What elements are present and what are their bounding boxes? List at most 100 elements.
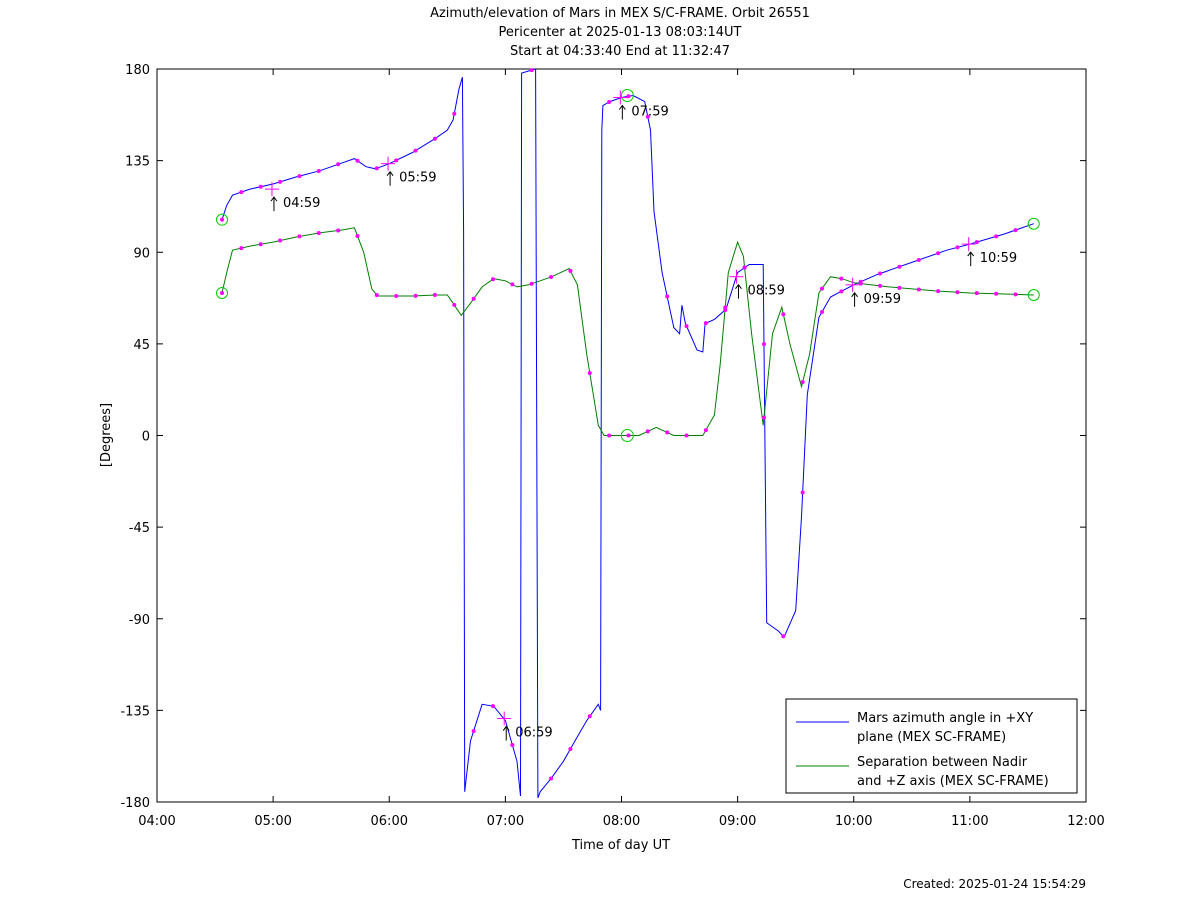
y-tick-label: -135 (120, 704, 150, 719)
time-mark-label: 10:59 (980, 251, 1017, 266)
time-mark-arrowhead (386, 170, 394, 176)
sample-point (955, 245, 960, 250)
series-group (221, 68, 1034, 799)
x-tick-label: 08:00 (603, 814, 640, 829)
sample-point (336, 162, 341, 167)
markers-group: 04:59 05:59 06:59 07:59 08:59 09:59 10:59 (216, 68, 1040, 781)
endpoint-circle (216, 286, 229, 299)
sample-point (955, 290, 960, 295)
sample-point (394, 294, 399, 299)
y-tick-label: 90 (133, 246, 150, 261)
sample-point (897, 264, 902, 269)
sample-point (645, 429, 650, 434)
sample-point (297, 234, 302, 239)
sample-point (781, 312, 786, 317)
sample-point (587, 714, 592, 719)
legend-label-separation-1: Separation between Nadir (857, 755, 1028, 770)
sample-point (278, 179, 283, 184)
sample-point (994, 234, 999, 239)
sample-point (587, 371, 592, 376)
sample-point (839, 276, 844, 281)
legend-label-azimuth-2: plane (MEX SC-FRAME) (857, 730, 1006, 745)
sample-point (761, 342, 766, 347)
sample-point (1013, 292, 1018, 297)
sample-point (471, 296, 476, 301)
sample-point (800, 379, 805, 384)
y-tick-label: 135 (125, 155, 150, 170)
sample-point (432, 136, 437, 141)
y-tick-label: -90 (129, 613, 150, 628)
sample-point (974, 291, 979, 296)
chart-subtitle-start-end: Start at 04:33:40 End at 11:32:47 (509, 44, 731, 59)
sample-point (994, 291, 999, 296)
sample-point (684, 324, 689, 329)
x-tick-label: 10:00 (835, 814, 872, 829)
y-tick-label: 180 (125, 63, 150, 78)
sample-point (452, 111, 457, 116)
legend-label-separation-2: and +Z axis (MEX SC-FRAME) (857, 774, 1049, 789)
sample-point (355, 233, 360, 238)
sample-point (394, 158, 399, 163)
sample-point (703, 321, 708, 326)
sample-point (839, 289, 844, 294)
sample-point (355, 158, 360, 163)
sample-point (258, 242, 263, 247)
sample-point (607, 433, 612, 438)
x-tick-label: 05:00 (254, 814, 291, 829)
sample-point (800, 490, 805, 495)
sample-point (936, 289, 941, 294)
time-mark-arrowhead (851, 291, 858, 298)
sample-point (471, 729, 476, 734)
sample-point (549, 776, 554, 781)
legend: Mars azimuth angle in +XY plane (MEX SC-… (785, 698, 1078, 794)
sample-point (239, 190, 244, 195)
sample-point (723, 305, 728, 310)
sample-point (413, 148, 418, 153)
time-mark-label: 05:59 (399, 171, 436, 186)
sample-point (626, 433, 631, 438)
chart-subtitle-pericenter: Pericenter at 2025-01-13 08:03:14UT (498, 25, 742, 40)
sample-point (820, 286, 825, 291)
pericenter-circle (620, 429, 634, 442)
time-mark-label: 07:59 (631, 105, 668, 120)
sample-point (490, 704, 495, 709)
sample-point (858, 281, 863, 286)
sample-point (510, 282, 515, 287)
endpoint-circle (216, 213, 229, 226)
sample-point (936, 251, 941, 256)
sample-point (645, 114, 650, 119)
y-axis-label: [Degrees] (99, 403, 114, 467)
series-line-azimuth (221, 68, 1034, 799)
sample-point (529, 281, 534, 286)
axis-ticks: 04:00 05:00 06:00 07:00 08:00 09:00 10:00 11:00… (120, 63, 1104, 829)
legend-box (785, 698, 1078, 794)
sample-point (568, 268, 573, 273)
sample-point (220, 217, 225, 222)
time-mark-label: 06:59 (515, 726, 552, 741)
pericenter-circle (620, 88, 634, 102)
created-timestamp: Created: 2025-01-24 15:54:29 (903, 877, 1086, 891)
sample-point (549, 274, 554, 279)
sample-point (336, 228, 341, 233)
sample-point (568, 747, 573, 752)
x-axis-label: Time of day UT (571, 838, 670, 853)
x-tick-label: 07:00 (487, 814, 524, 829)
sample-point (626, 94, 631, 99)
legend-label-azimuth-1: Mars azimuth angle in +XY (857, 711, 1033, 726)
sample-point (684, 433, 689, 438)
sample-point (374, 293, 379, 298)
x-tick-label: 06:00 (371, 814, 408, 829)
time-mark-label: 08:59 (747, 284, 784, 299)
time-mark-arrowhead (735, 283, 742, 289)
sample-point (761, 415, 766, 420)
sample-point (316, 169, 321, 174)
sample-point (413, 293, 418, 298)
sample-point (878, 271, 883, 276)
sample-point (278, 238, 283, 243)
time-mark-label: 09:59 (864, 292, 901, 307)
sample-point (529, 68, 534, 73)
sample-point (510, 742, 515, 747)
sample-point (297, 174, 302, 179)
y-tick-label: 45 (133, 338, 150, 353)
